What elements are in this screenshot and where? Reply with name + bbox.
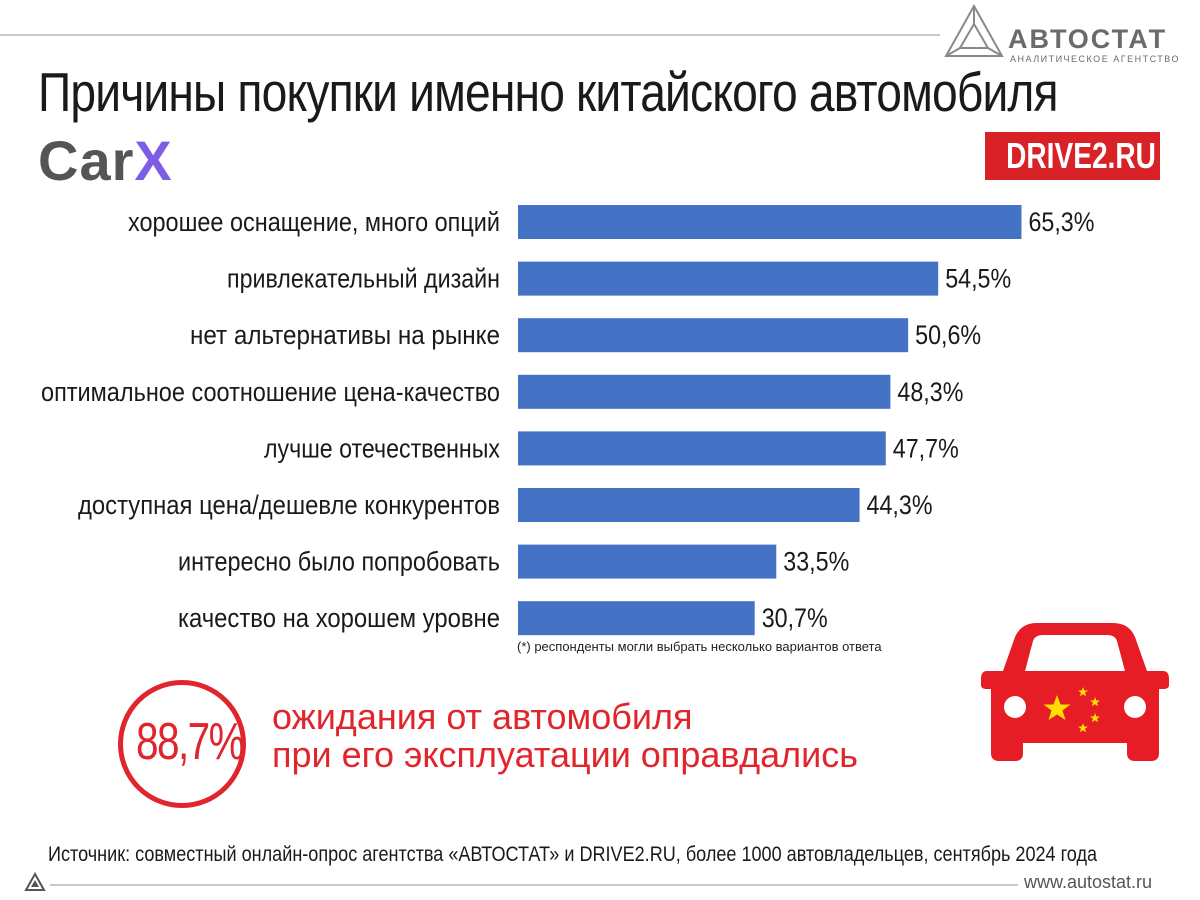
bar	[518, 261, 939, 296]
bar	[518, 431, 886, 466]
category-label: хорошее оснащение, много опций	[128, 207, 500, 237]
bottom-divider	[50, 884, 1018, 886]
triangle-mark-icon	[24, 872, 46, 891]
bar	[518, 544, 777, 579]
avtostat-name: АВТОСТАТ	[1008, 24, 1168, 54]
value-label: 47,7%	[893, 433, 959, 463]
highlight-value: 88,7%	[135, 713, 245, 771]
category-label: нет альтернативы на рынке	[190, 320, 500, 350]
highlight-text-line2: при его эксплуатации оправдались	[272, 734, 858, 775]
value-label: 33,5%	[783, 547, 849, 577]
source-note: Источник: совместный онлайн-опрос агентс…	[48, 843, 1098, 866]
category-label: привлекательный дизайн	[227, 264, 500, 294]
highlight-circle: 88,7%	[118, 680, 246, 808]
category-label: лучше отечественных	[264, 433, 500, 463]
bar	[518, 601, 755, 636]
website-link[interactable]: www.autostat.ru	[1024, 872, 1153, 892]
category-label: оптимальное соотношение цена-качество	[41, 377, 500, 407]
drive2-logo[interactable]: DRIVE2.RU	[985, 132, 1160, 180]
avtostat-emblem-icon	[944, 3, 1004, 57]
value-label: 50,6%	[915, 320, 981, 350]
highlight-text-line1: ожидания от автомобиля	[272, 696, 693, 737]
bar	[518, 488, 860, 522]
value-label: 44,3%	[867, 490, 933, 520]
category-label: доступная цена/дешевле конкурентов	[78, 490, 500, 520]
page-title: Причины покупки именно китайского автомо…	[38, 61, 1059, 123]
chart-footnote: (*) респонденты могли выбрать несколько …	[517, 639, 882, 654]
carx-logo-x: X	[134, 129, 173, 192]
drive2-logo-text: DRIVE2.RU	[1006, 135, 1156, 176]
value-label: 48,3%	[897, 377, 963, 407]
avtostat-logo[interactable]: АВТОСТАТ АНАЛИТИЧЕСКОЕ АГЕНТСТВО	[944, 3, 1178, 64]
bar	[518, 205, 1022, 239]
value-label: 65,3%	[1028, 207, 1094, 237]
top-divider	[0, 34, 940, 36]
bar-chart: хорошее оснащение, много опций 65,3% привл…	[41, 205, 1094, 636]
bar	[518, 318, 909, 353]
value-label: 30,7%	[762, 603, 828, 633]
bar	[518, 374, 891, 409]
carx-logo: CarX	[38, 128, 173, 193]
red-car-china-flag-icon	[981, 623, 1169, 761]
carx-logo-text: Car	[38, 129, 135, 192]
avtostat-subtitle: АНАЛИТИЧЕСКОЕ АГЕНТСТВО	[1010, 54, 1180, 64]
category-label: интересно было попробовать	[178, 547, 500, 577]
value-label: 54,5%	[945, 264, 1011, 294]
category-label: качество на хорошем уровне	[178, 603, 500, 633]
